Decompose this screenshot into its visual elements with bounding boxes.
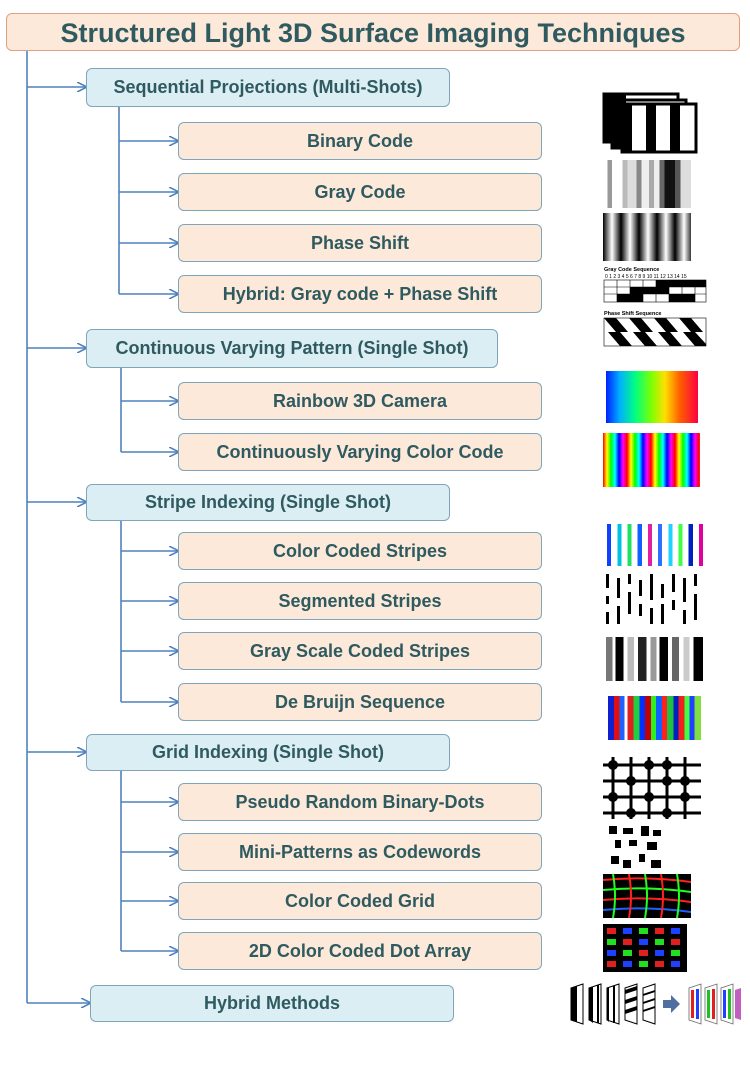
svg-text:0 1 2 3 4 5 6 7 8 9 10 11 12 1: 0 1 2 3 4 5 6 7 8 9 10 11 12 13 14 15: [605, 274, 687, 280]
technique-gray-scale-coded-stripes: Gray Scale Coded Stripes: [178, 632, 542, 670]
gray-code-sequence-label: Gray Code Sequence: [604, 267, 659, 273]
segmented-stripes-thumbnail: [606, 574, 697, 624]
technique-gray-code: Gray Code: [178, 173, 542, 211]
arrow-right-icon: [663, 995, 680, 1013]
technique-phase-shift: Phase Shift: [178, 224, 542, 262]
category-hybrid-methods: Hybrid Methods: [90, 985, 454, 1022]
technique-2d-color-coded-dot-array: 2D Color Coded Dot Array: [178, 932, 542, 970]
pseudo-random-dots-thumbnail: [603, 757, 701, 819]
category-grid-indexing: Grid Indexing (Single Shot): [86, 734, 450, 771]
color-coded-grid-thumbnail: [603, 874, 691, 918]
hybrid-sequence-thumbnail: Gray Code Sequence 0 1 2 3 4 5 6 7 8 9 1…: [603, 267, 707, 347]
category-sequential-projections: Sequential Projections (Multi-Shots): [86, 68, 450, 107]
phase-shift-thumbnail: [603, 213, 691, 261]
gray-code-thumbnail: [603, 160, 691, 208]
mini-patterns-thumbnail: [609, 826, 661, 868]
technique-de-bruijn-sequence: De Bruijn Sequence: [178, 683, 542, 721]
technique-color-coded-stripes: Color Coded Stripes: [178, 532, 542, 570]
de-bruijn-thumbnail: [606, 696, 708, 740]
technique-mini-patterns-codewords: Mini-Patterns as Codewords: [178, 833, 542, 871]
hybrid-methods-thumbnail: [570, 983, 741, 1025]
technique-segmented-stripes: Segmented Stripes: [178, 582, 542, 620]
page-title: Structured Light 3D Surface Imaging Tech…: [6, 13, 740, 51]
binary-code-thumbnail: [602, 92, 698, 154]
category-continuous-varying-pattern: Continuous Varying Pattern (Single Shot): [86, 329, 498, 368]
technique-pseudo-random-binary-dots: Pseudo Random Binary-Dots: [178, 783, 542, 821]
technique-color-coded-grid: Color Coded Grid: [178, 882, 542, 920]
gray-scale-stripes-thumbnail: [603, 637, 706, 681]
technique-binary-code: Binary Code: [178, 122, 542, 160]
technique-rainbow-3d-camera: Rainbow 3D Camera: [178, 382, 542, 420]
color-coded-stripes-thumbnail: [603, 524, 705, 566]
color-dot-array-thumbnail: [603, 924, 687, 972]
technique-continuously-varying-color-code: Continuously Varying Color Code: [178, 433, 542, 471]
category-stripe-indexing: Stripe Indexing (Single Shot): [86, 484, 450, 521]
phase-shift-sequence-label: Phase Shift Sequence: [604, 311, 661, 317]
continuous-color-code-thumbnail: [603, 433, 700, 487]
rainbow-camera-thumbnail: [606, 371, 698, 423]
technique-hybrid-gray-phase: Hybrid: Gray code + Phase Shift: [178, 275, 542, 313]
